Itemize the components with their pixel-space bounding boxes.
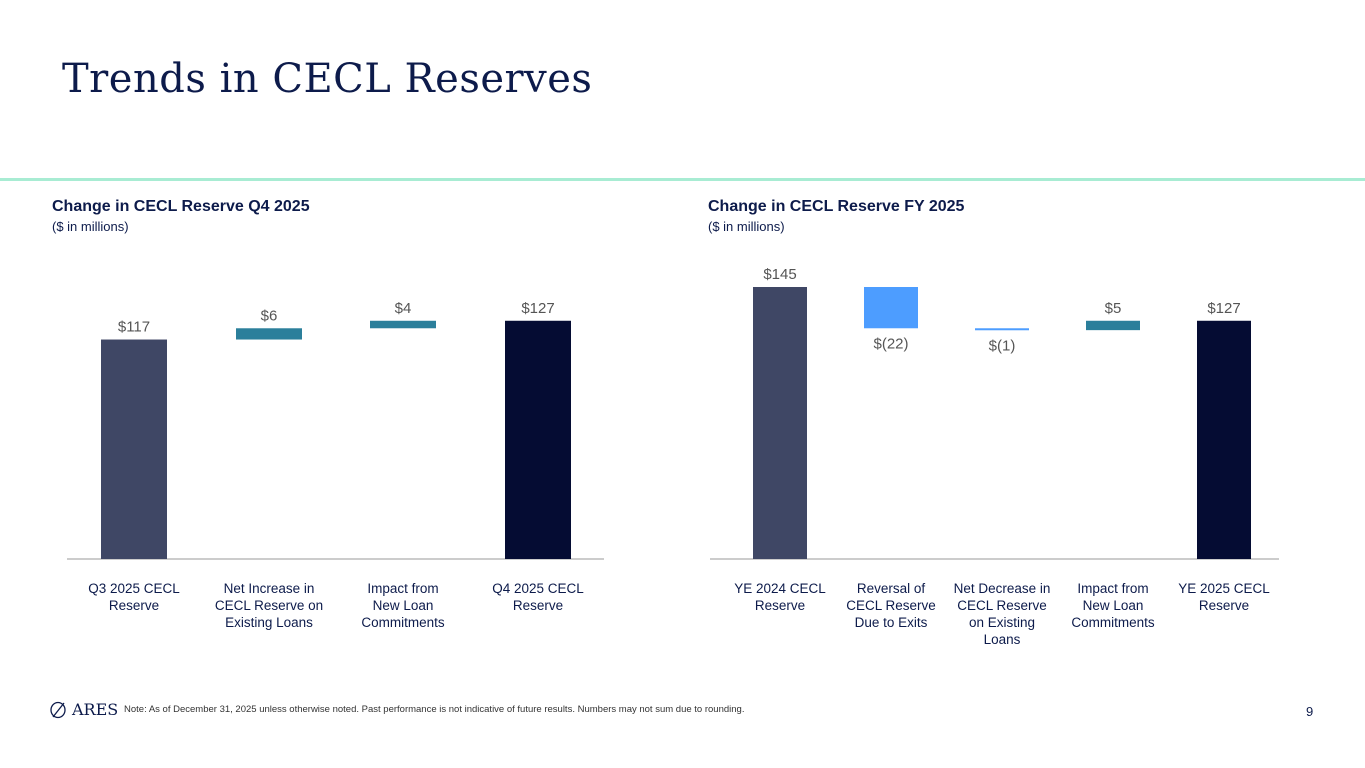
ares-logo-text: ARES <box>72 700 119 719</box>
data-label-5: $127 <box>1207 300 1240 317</box>
category-label-5: YE 2025 CECL Reserve <box>1178 581 1270 613</box>
category-label-1: Q3 2025 CECL Reserve <box>88 581 180 613</box>
data-label-4: $5 <box>1105 300 1122 317</box>
title-divider <box>0 178 1365 181</box>
bar-2 <box>236 328 302 340</box>
bar-1 <box>101 339 167 559</box>
bar-3 <box>370 320 436 329</box>
bar-5 <box>1197 320 1251 559</box>
data-label-1: $145 <box>763 266 796 283</box>
ares-mark-icon <box>50 701 66 718</box>
category-label-4: Impact from New Loan Commitments <box>1071 581 1155 630</box>
chart-fy-header: Change in CECL Reserve FY 2025 ($ in mil… <box>708 198 964 234</box>
chart-fy-subtitle: ($ in millions) <box>708 219 785 234</box>
chart-fy-waterfall: $145 YE 2024 CECL Reserve $(22) Reversal of C… <box>710 266 1279 647</box>
data-label-1: $117 <box>118 319 150 336</box>
chart-q4-waterfall: $117 Q3 2025 CECL Reserve $6 Net Increase in… <box>67 300 604 630</box>
bar-4 <box>505 320 571 559</box>
bar-4 <box>1086 320 1140 331</box>
data-label-2: $6 <box>261 307 278 324</box>
chart-q4-subtitle: ($ in millions) <box>52 219 129 234</box>
chart-q4-title: Change in CECL Reserve Q4 2025 <box>52 198 310 215</box>
category-label-3: Net Decrease in CECL Reserve on Existing Lo… <box>954 581 1051 647</box>
data-label-3: $4 <box>395 300 412 317</box>
bar-3 <box>975 328 1029 331</box>
chart-q4-header: Change in CECL Reserve Q4 2025 ($ in mil… <box>52 198 310 234</box>
category-label-4: Q4 2025 CECL Reserve <box>492 581 584 613</box>
data-label-2: $(22) <box>873 335 908 352</box>
data-label-3: $(1) <box>989 337 1016 354</box>
category-label-2: Reversal of CECL Reserve Due to Exits <box>846 581 936 630</box>
footnote: Note: As of December 31, 2025 unless oth… <box>124 704 745 715</box>
bar-2 <box>864 287 918 329</box>
bar-1 <box>753 287 807 559</box>
data-label-4: $127 <box>521 300 554 317</box>
chart-fy-title: Change in CECL Reserve FY 2025 <box>708 198 965 215</box>
page-number: 9 <box>1306 704 1314 719</box>
ares-logo: ARES <box>50 700 118 719</box>
page-title: Trends in CECL Reserves <box>62 56 593 102</box>
category-label-2: Net Increase in CECL Reserve on Existing L… <box>215 581 323 630</box>
category-label-3: Impact from New Loan Commitments <box>361 581 445 630</box>
category-label-1: YE 2024 CECL Reserve <box>734 581 826 613</box>
